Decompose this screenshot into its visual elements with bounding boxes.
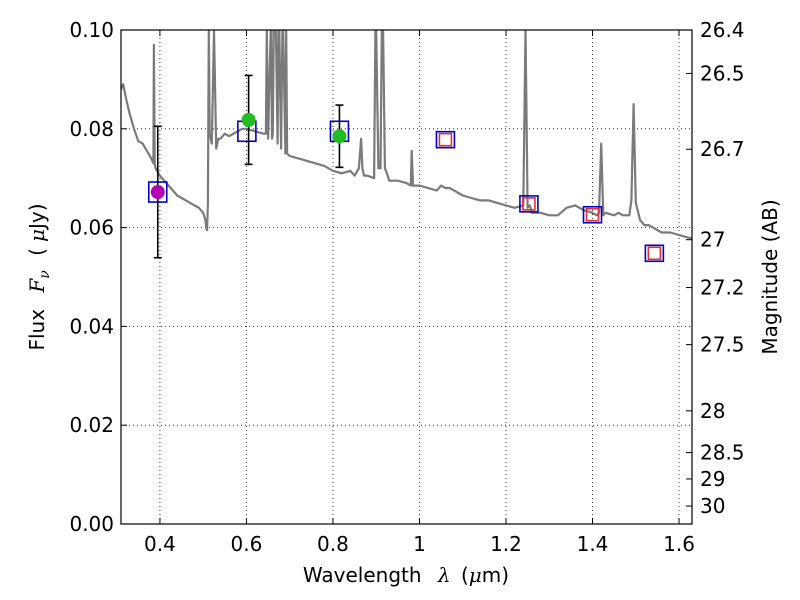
- x-tick-label: 1.6: [663, 532, 695, 556]
- band-square-marker: [435, 130, 456, 149]
- y2-tick-label: 27.5: [700, 333, 745, 357]
- y2-tick-label: 26.5: [700, 61, 745, 85]
- x-axis-label: Wavelength λ (μm): [303, 563, 509, 587]
- model-spectrum: [121, 30, 692, 240]
- plot-frame: [120, 29, 693, 525]
- y2-tick-label: 27.2: [700, 276, 745, 300]
- x-tick-label: 0.8: [317, 532, 349, 556]
- spectrum-line: [121, 30, 692, 240]
- y2-tick-label: 28.5: [700, 441, 745, 465]
- x-tick-label: 1: [413, 532, 426, 556]
- x-tick-label: 0.4: [144, 532, 176, 556]
- y2-tick-label: 26.7: [700, 137, 745, 161]
- y-tick-label: 0.10: [69, 18, 114, 42]
- y2-tick-label: 30: [700, 494, 725, 518]
- grid-lines: [121, 29, 692, 525]
- data-point: [332, 129, 347, 144]
- x-tick-label: 1.4: [577, 532, 609, 556]
- y-tick-label: 0.02: [69, 413, 114, 437]
- data-point: [150, 185, 165, 200]
- y-tick-label: 0.06: [69, 216, 114, 240]
- y2-tick-label: 29: [700, 467, 725, 491]
- y2-tick-label: 26.4: [700, 18, 745, 42]
- x-tick-label: 0.6: [231, 532, 263, 556]
- band-square-marker: [647, 246, 662, 261]
- band-square-marker: [585, 207, 600, 222]
- y2-axis-label: Magnitude (AB): [758, 199, 782, 354]
- photometry-points: [147, 74, 665, 263]
- axis-ticks: 0.4 0.6 0.8 1 1.2 1.4 1.6 0.00 0.02 0.04 0.06 0.08 0…: [69, 18, 744, 556]
- band-square-marker: [582, 205, 603, 224]
- y-tick-label: 0.04: [69, 314, 114, 338]
- y-tick-label: 0.08: [69, 117, 114, 141]
- y2-tick-label: 27: [700, 228, 725, 252]
- y2-tick-label: 28: [700, 399, 725, 423]
- band-square-marker: [438, 132, 453, 147]
- data-point: [241, 112, 256, 127]
- band-square-marker: [644, 244, 665, 263]
- y-tick-label: 0.00: [69, 512, 114, 536]
- band-square-marker: [522, 197, 536, 211]
- y-axis-label: Flux Fν (μJy): [25, 203, 54, 350]
- band-square-marker: [519, 195, 539, 213]
- x-tick-label: 1.2: [490, 532, 522, 556]
